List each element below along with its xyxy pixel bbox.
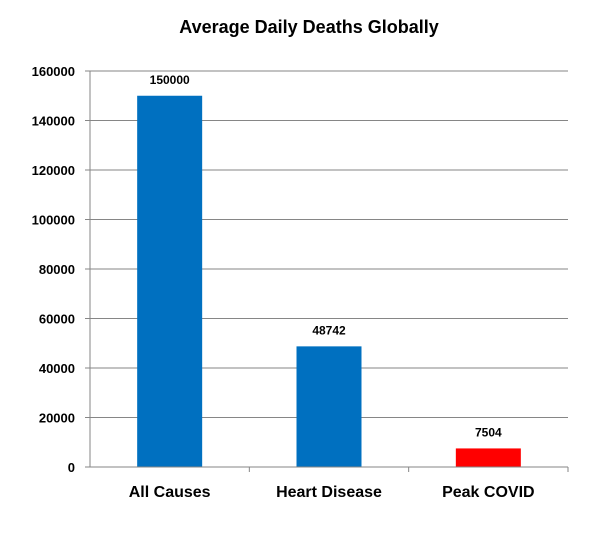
bars	[137, 95, 521, 467]
data-label: 48742	[312, 323, 346, 337]
y-tick-label: 100000	[32, 213, 75, 228]
bar-peak-covid	[455, 448, 521, 467]
y-tick-label: 160000	[32, 64, 75, 79]
bar-heart-disease	[296, 346, 362, 467]
x-tick-label: Peak COVID	[442, 484, 534, 501]
data-labels: 150000 48742 7504	[150, 73, 502, 440]
y-tick-label: 0	[68, 460, 75, 475]
y-axis-ticks: 0 20000 40000 60000 80000 100000 120000 140000 1…	[32, 64, 75, 475]
bar-all-causes	[137, 95, 203, 467]
data-label: 150000	[150, 73, 190, 87]
data-label: 7504	[475, 425, 502, 439]
x-tick-label: All Causes	[129, 484, 211, 501]
y-tick-label: 80000	[39, 262, 75, 277]
y-tick-label: 40000	[39, 361, 75, 376]
y-tick-label: 20000	[39, 411, 75, 426]
chart-title: Average Daily Deaths Globally	[179, 17, 438, 37]
y-tick-label: 120000	[32, 163, 75, 178]
y-tick-label: 140000	[32, 114, 75, 129]
x-axis-ticks: All Causes Heart Disease Peak COVID	[129, 467, 569, 501]
x-tick-label: Heart Disease	[276, 484, 382, 501]
y-tick-label: 60000	[39, 312, 75, 327]
